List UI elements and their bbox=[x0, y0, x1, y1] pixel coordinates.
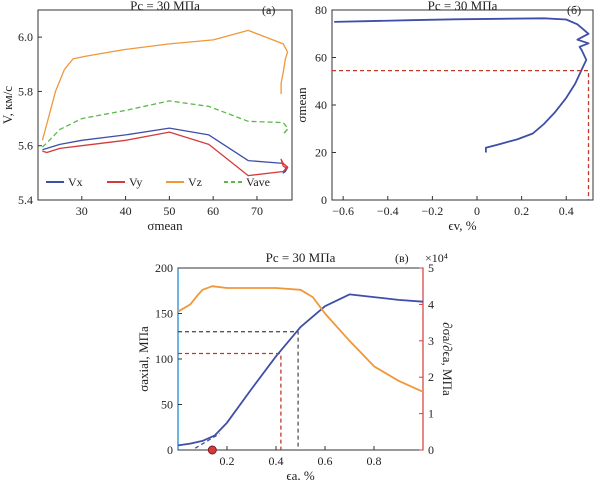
y-tick-label: 80 bbox=[315, 3, 327, 17]
series-line-2-3 bbox=[178, 352, 282, 450]
y-tick-label: 6.0 bbox=[18, 30, 33, 44]
x-tick-label: 0.2 bbox=[220, 454, 235, 468]
y2-tick-label: 3 bbox=[428, 334, 434, 348]
x-tick-label: −0.2 bbox=[421, 204, 443, 218]
y-axis-label: V, км/с bbox=[0, 86, 15, 124]
y-tick-label: 20 bbox=[315, 146, 327, 160]
y2-tick-label: 2 bbox=[428, 370, 434, 384]
x-tick-label: 50 bbox=[163, 204, 175, 218]
series-line-2-0 bbox=[177, 293, 424, 447]
y-tick-label: 5.4 bbox=[18, 193, 33, 207]
y-tick-label: 40 bbox=[315, 98, 327, 112]
plot-frame-2 bbox=[177, 267, 424, 451]
x-tick-label: 30 bbox=[76, 204, 88, 218]
y-tick-label: 150 bbox=[155, 307, 173, 321]
legend-entry: Vz bbox=[188, 175, 202, 189]
critical-point-marker bbox=[207, 445, 217, 455]
series-line-0-3 bbox=[41, 100, 289, 148]
x-tick-label: 70 bbox=[251, 204, 263, 218]
y2-tick-label: 4 bbox=[428, 297, 434, 311]
y-tick-label: 0 bbox=[321, 193, 327, 207]
y-axis-label: σaxial, МПа bbox=[136, 326, 151, 392]
panel-label: (в) bbox=[395, 251, 409, 265]
x-tick-label: 0 bbox=[474, 204, 480, 218]
x-tick-label: 0.8 bbox=[367, 454, 382, 468]
chart-title: Pc = 30 МПа bbox=[428, 0, 498, 13]
y-tick-label: 5.6 bbox=[18, 139, 33, 153]
x-axis-label: ϵa, % bbox=[286, 468, 315, 480]
y2-axis-label: ∂σa/∂ϵa, МПа bbox=[440, 322, 455, 396]
x-tick-label: 0.4 bbox=[269, 454, 284, 468]
y2-tick-label: 5 bbox=[428, 261, 434, 275]
series-line-1-1 bbox=[332, 69, 590, 200]
x-axis-label: σmean bbox=[147, 218, 183, 233]
series-line-2-1 bbox=[177, 285, 424, 393]
legend-entry: Vy bbox=[129, 175, 142, 189]
y-tick-label: 100 bbox=[155, 352, 173, 366]
y-tick-label: 0 bbox=[167, 443, 173, 457]
legend-entry: Vx bbox=[68, 175, 83, 189]
y2-tick-label: 1 bbox=[428, 407, 434, 421]
y-tick-label: 200 bbox=[155, 261, 173, 275]
series-line-0-0 bbox=[42, 127, 289, 174]
x-tick-label: 60 bbox=[207, 204, 219, 218]
y-tick-label: 5.8 bbox=[18, 84, 33, 98]
x-tick-label: 0.4 bbox=[559, 204, 574, 218]
y2-tick-label: 0 bbox=[428, 443, 434, 457]
series-line-0-2 bbox=[41, 29, 289, 141]
chart-title: Pc = 30 МПа bbox=[130, 0, 200, 13]
panel-label: (а) bbox=[262, 3, 275, 17]
panel-label: (б) bbox=[567, 3, 581, 17]
x-tick-label: 0.6 bbox=[318, 454, 333, 468]
chart-title: Pc = 30 МПа bbox=[266, 250, 336, 265]
x-tick-label: −0.6 bbox=[332, 204, 354, 218]
y-tick-label: 50 bbox=[161, 398, 173, 412]
plot-frame-0 bbox=[37, 9, 293, 201]
y-axis-label: σmean bbox=[294, 87, 309, 123]
series-line-2-4 bbox=[178, 331, 299, 450]
series-line-2-2 bbox=[194, 433, 221, 449]
x-axis-label: ϵv, % bbox=[448, 218, 476, 233]
x-tick-label: 40 bbox=[120, 204, 132, 218]
y2-multiplier: ×10⁴ bbox=[425, 251, 448, 265]
x-tick-label: 0.2 bbox=[514, 204, 529, 218]
y-tick-label: 60 bbox=[315, 51, 327, 65]
series-line-0-1 bbox=[42, 131, 289, 177]
x-tick-label: −0.4 bbox=[377, 204, 399, 218]
plot-frame-1 bbox=[331, 9, 594, 201]
series-line-1-0 bbox=[334, 17, 590, 153]
legend-entry: Vave bbox=[246, 175, 270, 189]
